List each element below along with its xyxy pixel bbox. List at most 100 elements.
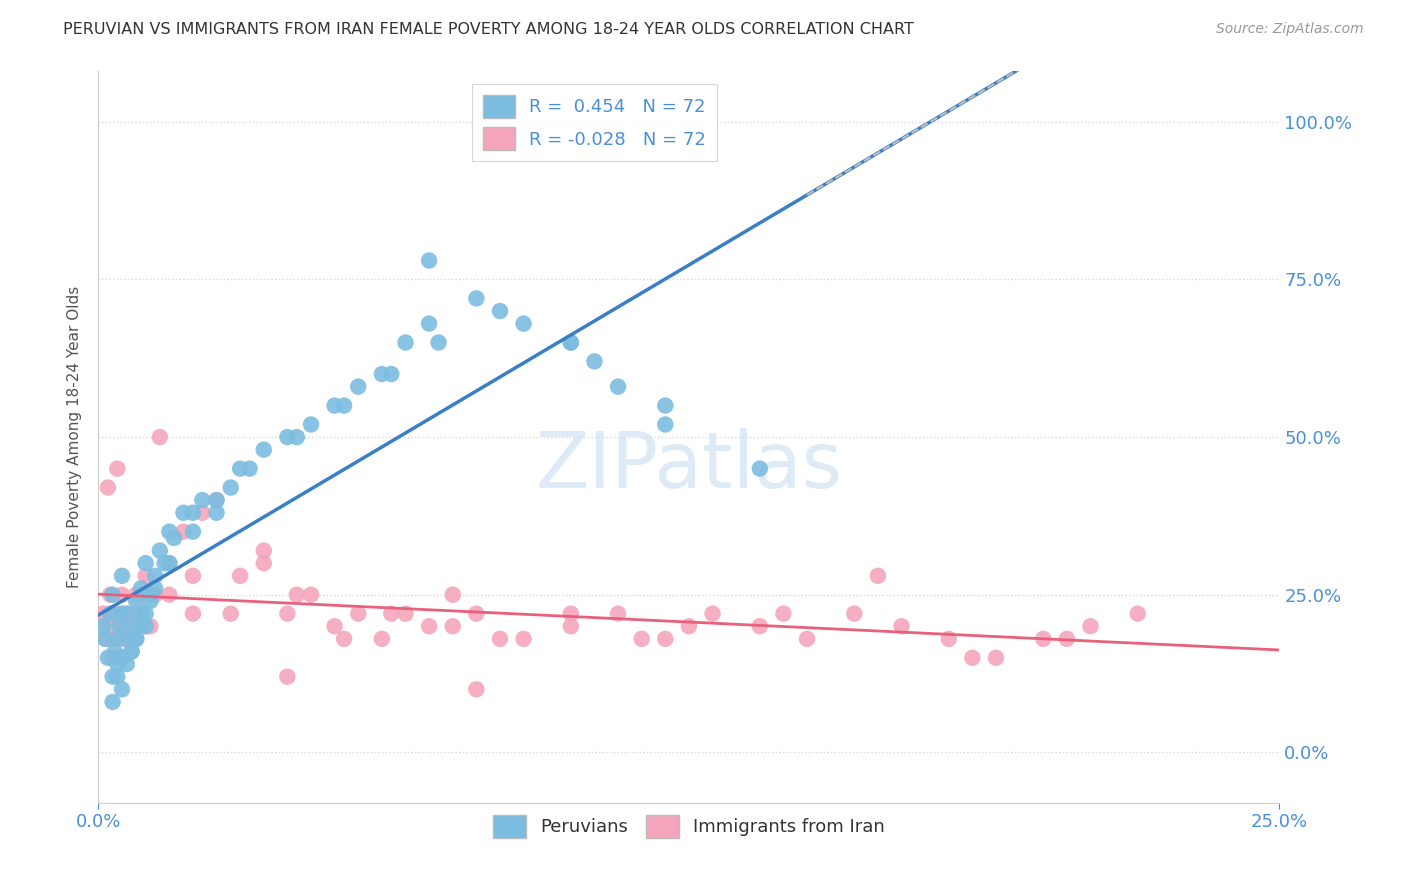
- Point: [441, 619, 464, 633]
- Point: [105, 461, 128, 475]
- Point: [115, 657, 138, 671]
- Point: [512, 317, 534, 331]
- Point: [418, 253, 440, 268]
- Point: [678, 619, 700, 633]
- Point: [253, 442, 276, 457]
- Point: [560, 619, 582, 633]
- Point: [219, 481, 242, 495]
- Point: [129, 607, 152, 621]
- Point: [104, 607, 127, 621]
- Point: [108, 650, 131, 665]
- Point: [371, 632, 394, 646]
- Point: [129, 619, 152, 633]
- Text: ZIPatlas: ZIPatlas: [536, 428, 842, 504]
- Point: [205, 506, 228, 520]
- Point: [1126, 607, 1149, 621]
- Point: [97, 650, 120, 665]
- Point: [157, 556, 180, 570]
- Point: [630, 632, 652, 646]
- Point: [489, 304, 512, 318]
- Point: [104, 644, 127, 658]
- Point: [105, 657, 128, 671]
- Point: [205, 493, 228, 508]
- Point: [465, 682, 488, 697]
- Point: [181, 506, 204, 520]
- Point: [380, 607, 402, 621]
- Point: [111, 588, 134, 602]
- Point: [347, 379, 370, 393]
- Point: [111, 682, 134, 697]
- Point: [347, 607, 370, 621]
- Point: [125, 594, 148, 608]
- Point: [135, 556, 157, 570]
- Point: [191, 493, 214, 508]
- Point: [125, 588, 148, 602]
- Point: [560, 335, 582, 350]
- Point: [135, 607, 157, 621]
- Point: [239, 461, 262, 475]
- Point: [111, 569, 134, 583]
- Point: [844, 607, 866, 621]
- Point: [285, 430, 308, 444]
- Legend: Peruvians, Immigrants from Iran: Peruvians, Immigrants from Iran: [486, 807, 891, 845]
- Point: [394, 335, 416, 350]
- Text: Source: ZipAtlas.com: Source: ZipAtlas.com: [1216, 22, 1364, 37]
- Point: [654, 417, 676, 432]
- Point: [115, 632, 138, 646]
- Point: [1032, 632, 1054, 646]
- Point: [172, 524, 194, 539]
- Point: [111, 650, 134, 665]
- Point: [748, 461, 770, 475]
- Point: [333, 399, 356, 413]
- Point: [172, 506, 194, 520]
- Point: [229, 461, 252, 475]
- Point: [441, 588, 464, 602]
- Point: [191, 506, 214, 520]
- Point: [512, 632, 534, 646]
- Point: [418, 317, 440, 331]
- Point: [583, 354, 606, 368]
- Point: [125, 607, 148, 621]
- Point: [323, 399, 346, 413]
- Point: [125, 632, 148, 646]
- Point: [299, 417, 322, 432]
- Point: [607, 379, 630, 393]
- Point: [125, 632, 148, 646]
- Point: [121, 619, 143, 633]
- Point: [371, 367, 394, 381]
- Point: [135, 619, 157, 633]
- Point: [181, 524, 204, 539]
- Point: [91, 619, 114, 633]
- Point: [139, 588, 162, 602]
- Point: [149, 430, 172, 444]
- Point: [101, 670, 124, 684]
- Point: [890, 619, 912, 633]
- Point: [129, 582, 152, 596]
- Point: [97, 619, 120, 633]
- Point: [112, 632, 135, 646]
- Point: [866, 569, 889, 583]
- Point: [560, 607, 582, 621]
- Point: [333, 632, 356, 646]
- Point: [465, 291, 488, 305]
- Point: [489, 632, 512, 646]
- Point: [105, 619, 128, 633]
- Point: [129, 607, 152, 621]
- Point: [1080, 619, 1102, 633]
- Point: [139, 619, 162, 633]
- Point: [772, 607, 794, 621]
- Point: [101, 650, 124, 665]
- Point: [323, 619, 346, 633]
- Point: [962, 650, 984, 665]
- Point: [101, 588, 124, 602]
- Point: [143, 588, 166, 602]
- Point: [796, 632, 818, 646]
- Point: [115, 607, 138, 621]
- Point: [163, 531, 186, 545]
- Point: [276, 430, 298, 444]
- Point: [702, 607, 724, 621]
- Point: [205, 493, 228, 508]
- Point: [607, 607, 630, 621]
- Point: [105, 632, 128, 646]
- Point: [1056, 632, 1078, 646]
